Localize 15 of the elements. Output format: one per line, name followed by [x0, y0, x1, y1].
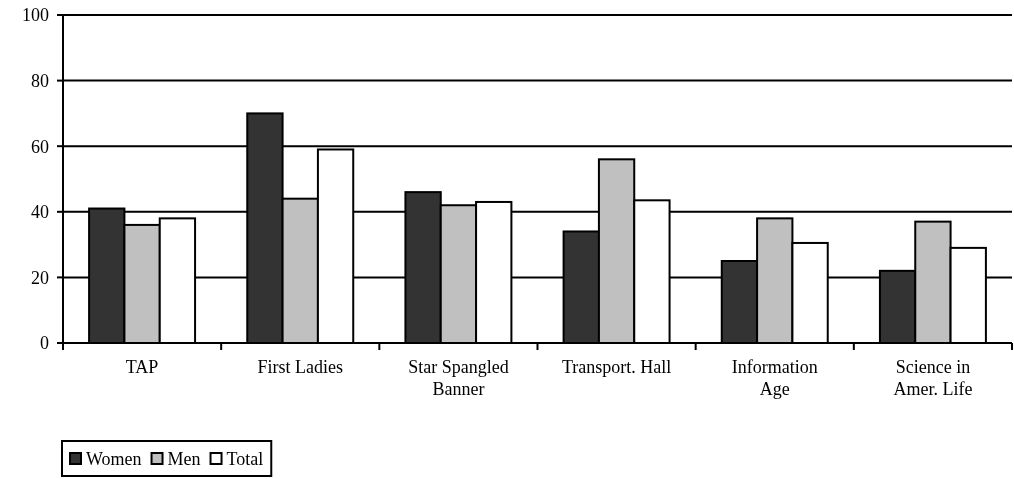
x-tick-label: TAP: [125, 357, 159, 377]
x-tick-label: Information Age: [731, 357, 818, 399]
y-tick-label: 60: [31, 136, 49, 157]
x-tick-label: First Ladies: [257, 357, 343, 377]
y-tick-label: 40: [31, 202, 49, 223]
x-tick-label: Science in Amer. Life: [893, 357, 973, 399]
x-tick-label: Transport. Hall: [561, 357, 672, 377]
y-tick-label: 100: [22, 5, 49, 26]
y-tick-label: 20: [31, 267, 49, 288]
legend-label: Total: [226, 449, 264, 470]
legend-label: Women: [86, 449, 142, 470]
y-tick-label: 0: [40, 333, 49, 354]
y-tick-label: 80: [31, 70, 49, 91]
legend-label: Men: [167, 449, 201, 470]
x-tick-label: Star Spangled Banner: [408, 357, 509, 399]
